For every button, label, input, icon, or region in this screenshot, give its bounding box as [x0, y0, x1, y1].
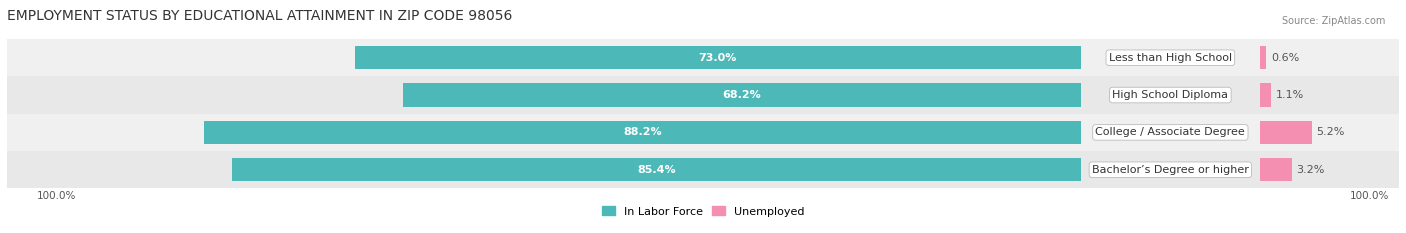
Text: High School Diploma: High School Diploma — [1112, 90, 1229, 100]
Text: 100.0%: 100.0% — [1350, 191, 1389, 201]
Bar — [402, 83, 1081, 107]
Bar — [7, 39, 1399, 76]
Bar — [1260, 46, 1265, 69]
Text: EMPLOYMENT STATUS BY EDUCATIONAL ATTAINMENT IN ZIP CODE 98056: EMPLOYMENT STATUS BY EDUCATIONAL ATTAINM… — [7, 9, 512, 23]
Text: Bachelor’s Degree or higher: Bachelor’s Degree or higher — [1092, 165, 1249, 175]
Text: Less than High School: Less than High School — [1109, 53, 1232, 63]
Bar — [7, 76, 1399, 114]
Text: 88.2%: 88.2% — [623, 127, 662, 137]
Bar — [7, 114, 1399, 151]
Bar — [1260, 83, 1271, 107]
Text: College / Associate Degree: College / Associate Degree — [1095, 127, 1246, 137]
Legend: In Labor Force, Unemployed: In Labor Force, Unemployed — [598, 202, 808, 221]
Bar — [204, 121, 1081, 144]
Text: 3.2%: 3.2% — [1296, 165, 1324, 175]
Text: 73.0%: 73.0% — [699, 53, 737, 63]
Text: 68.2%: 68.2% — [723, 90, 761, 100]
Text: 0.6%: 0.6% — [1271, 53, 1299, 63]
Bar — [1260, 158, 1292, 181]
Text: 1.1%: 1.1% — [1275, 90, 1303, 100]
Text: 100.0%: 100.0% — [37, 191, 76, 201]
Bar — [7, 151, 1399, 188]
Bar — [1260, 121, 1312, 144]
Bar — [232, 158, 1081, 181]
Text: 5.2%: 5.2% — [1316, 127, 1346, 137]
Text: 85.4%: 85.4% — [637, 165, 675, 175]
Bar — [354, 46, 1081, 69]
Text: Source: ZipAtlas.com: Source: ZipAtlas.com — [1281, 16, 1385, 26]
